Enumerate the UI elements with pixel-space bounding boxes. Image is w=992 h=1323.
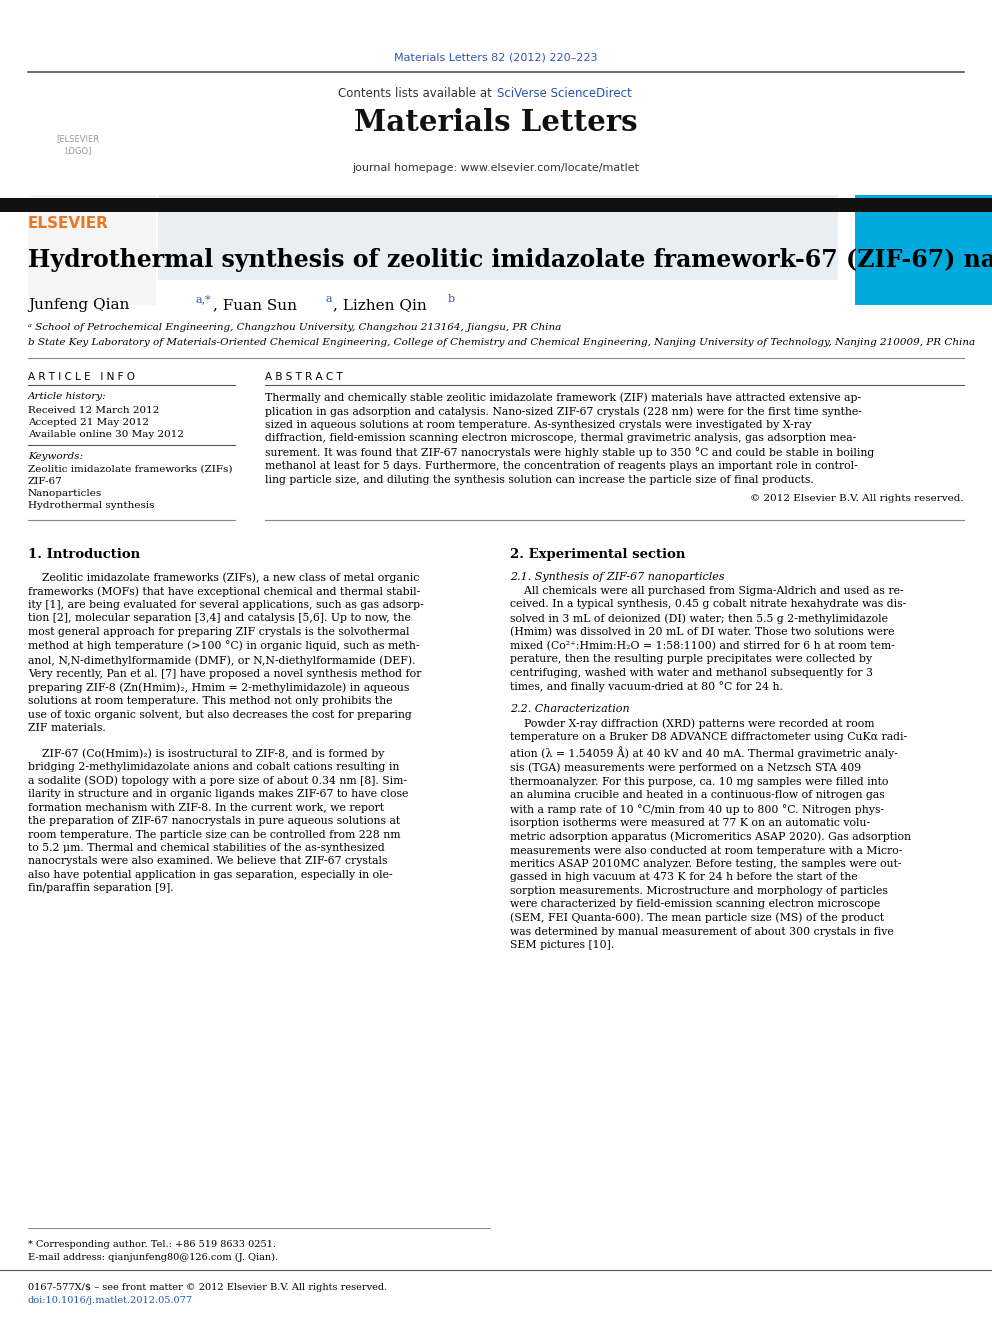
- Text: 2. Experimental section: 2. Experimental section: [510, 548, 685, 561]
- Text: 2.1. Synthesis of ZIF-67 nanoparticles: 2.1. Synthesis of ZIF-67 nanoparticles: [510, 572, 724, 582]
- Text: Hydrothermal synthesis of zeolitic imidazolate framework-67 (ZIF-67) nanocrystal: Hydrothermal synthesis of zeolitic imida…: [28, 247, 992, 273]
- Text: ZIF-67: ZIF-67: [28, 478, 62, 486]
- Bar: [0, 198, 992, 212]
- Text: , Lizhen Qin: , Lizhen Qin: [333, 298, 432, 312]
- Text: * Corresponding author. Tel.: +86 519 8633 0251.: * Corresponding author. Tel.: +86 519 86…: [28, 1240, 276, 1249]
- Text: © 2012 Elsevier B.V. All rights reserved.: © 2012 Elsevier B.V. All rights reserved…: [750, 493, 964, 503]
- Text: Junfeng Qian: Junfeng Qian: [28, 298, 134, 312]
- Text: ᵃ School of Petrochemical Engineering, Changzhou University, Changzhou 213164, J: ᵃ School of Petrochemical Engineering, C…: [28, 323, 561, 332]
- Text: 2.2. Characterization: 2.2. Characterization: [510, 704, 630, 714]
- Text: Contents lists available at: Contents lists available at: [338, 87, 496, 101]
- Text: 1. Introduction: 1. Introduction: [28, 548, 140, 561]
- Text: a,*: a,*: [196, 294, 211, 304]
- Text: Zeolitic imidazolate frameworks (ZIFs): Zeolitic imidazolate frameworks (ZIFs): [28, 464, 232, 474]
- Text: journal homepage: www.elsevier.com/locate/matlet: journal homepage: www.elsevier.com/locat…: [352, 163, 640, 173]
- Text: All chemicals were all purchased from Sigma-Aldrich and used as re-
ceived. In a: All chemicals were all purchased from Si…: [510, 586, 907, 692]
- Text: Thermally and chemically stable zeolitic imidazolate framework (ZIF) materials h: Thermally and chemically stable zeolitic…: [265, 392, 874, 484]
- Text: materials
letters: materials letters: [892, 108, 948, 131]
- Text: [ELSEVIER
LOGO]: [ELSEVIER LOGO]: [57, 135, 99, 155]
- Text: E-mail address: qianjunfeng80@126.com (J. Qian).: E-mail address: qianjunfeng80@126.com (J…: [28, 1253, 278, 1262]
- Text: A B S T R A C T: A B S T R A C T: [265, 372, 343, 382]
- Text: b State Key Laboratory of Materials-Oriented Chemical Engineering, College of Ch: b State Key Laboratory of Materials-Orie…: [28, 337, 975, 347]
- Text: Materials Letters: Materials Letters: [354, 108, 638, 138]
- Text: Materials Letters 82 (2012) 220–223: Materials Letters 82 (2012) 220–223: [394, 52, 598, 62]
- Text: ZIF-67 (Co(Hmim)₂) is isostructural to ZIF-8, and is formed by
bridging 2-methyl: ZIF-67 (Co(Hmim)₂) is isostructural to Z…: [28, 747, 409, 893]
- Text: A R T I C L E   I N F O: A R T I C L E I N F O: [28, 372, 135, 382]
- Text: doi:10.1016/j.matlet.2012.05.077: doi:10.1016/j.matlet.2012.05.077: [28, 1297, 193, 1304]
- Text: Available online 30 May 2012: Available online 30 May 2012: [28, 430, 184, 439]
- Text: Hydrothermal synthesis: Hydrothermal synthesis: [28, 501, 155, 509]
- Text: b: b: [448, 294, 455, 304]
- Text: Keywords:: Keywords:: [28, 452, 83, 460]
- Text: Powder X-ray diffraction (XRD) patterns were recorded at room
temperature on a B: Powder X-ray diffraction (XRD) patterns …: [510, 718, 911, 950]
- Text: ELSEVIER: ELSEVIER: [28, 216, 109, 232]
- Text: Zeolitic imidazolate frameworks (ZIFs), a new class of metal organic
frameworks : Zeolitic imidazolate frameworks (ZIFs), …: [28, 572, 424, 733]
- Text: 0167-577X/$ – see front matter © 2012 Elsevier B.V. All rights reserved.: 0167-577X/$ – see front matter © 2012 El…: [28, 1283, 387, 1293]
- Text: a: a: [325, 294, 331, 304]
- FancyBboxPatch shape: [28, 194, 156, 306]
- Text: Received 12 March 2012: Received 12 March 2012: [28, 406, 160, 415]
- Text: , Fuan Sun: , Fuan Sun: [213, 298, 302, 312]
- Text: Nanoparticles: Nanoparticles: [28, 490, 102, 497]
- FancyBboxPatch shape: [855, 194, 992, 306]
- Text: Article history:: Article history:: [28, 392, 106, 401]
- Text: Accepted 21 May 2012: Accepted 21 May 2012: [28, 418, 149, 427]
- Text: SciVerse ScienceDirect: SciVerse ScienceDirect: [497, 87, 632, 101]
- FancyBboxPatch shape: [158, 194, 838, 280]
